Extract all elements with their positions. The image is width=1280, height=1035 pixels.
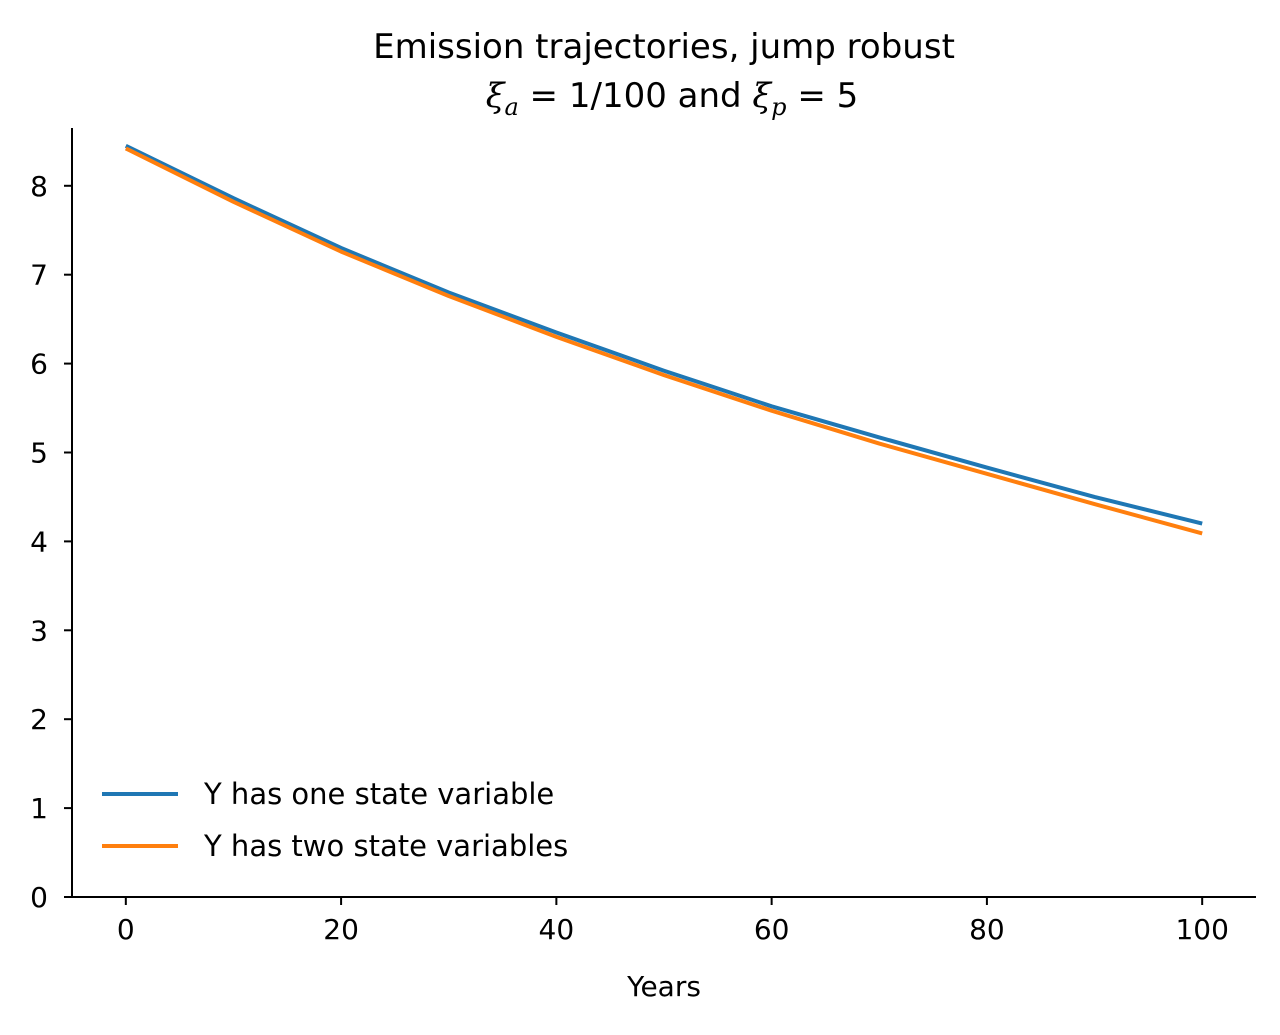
data-point — [1200, 522, 1204, 526]
data-point — [231, 200, 235, 204]
legend: Y has one state variable Y has two state … — [102, 777, 568, 863]
xi-p-symbol: ξ — [752, 76, 773, 116]
x-ticks: 0 20 40 60 80 100 — [117, 897, 1229, 946]
data-point — [770, 404, 774, 408]
legend-label-2: Y has two state variables — [203, 829, 568, 863]
data-point — [877, 442, 881, 446]
axes — [71, 128, 1256, 898]
data-point — [662, 373, 666, 377]
data-point — [770, 409, 774, 413]
y-tick-label: 3 — [30, 614, 48, 647]
legend-label-1: Y has one state variable — [203, 777, 554, 811]
data-point — [985, 472, 989, 476]
xi-a-subscript: a — [504, 93, 518, 121]
data-point — [662, 369, 666, 373]
x-tick-label: 40 — [539, 913, 575, 946]
x-tick-label: 60 — [754, 913, 790, 946]
y-tick-label: 4 — [30, 525, 48, 558]
x-tick-label: 100 — [1175, 913, 1228, 946]
data-point — [339, 250, 343, 254]
series-line-1 — [124, 144, 1203, 526]
y-tick-label: 7 — [30, 259, 48, 292]
data-point — [1093, 502, 1097, 506]
chart-title: Emission trajectories, jump robust — [373, 27, 955, 67]
y-ticks: 0 1 2 3 4 5 6 7 8 — [30, 170, 72, 914]
data-point — [877, 435, 881, 439]
x-axis-label: Years — [626, 970, 701, 1003]
data-point — [554, 335, 558, 339]
data-point — [554, 330, 558, 334]
xi-p-subscript: p — [771, 93, 786, 121]
chart-subtitle: ξa = 1/100 and ξp = 5 — [486, 76, 859, 121]
data-point — [1093, 495, 1097, 499]
x-tick-label: 80 — [969, 913, 1005, 946]
y-tick-label: 1 — [30, 792, 48, 825]
y-tick-label: 2 — [30, 703, 48, 736]
series-lines — [124, 144, 1204, 536]
y-tick-label: 6 — [30, 348, 48, 381]
y-tick-label: 0 — [30, 881, 48, 914]
xi-a-symbol: ξ — [486, 76, 507, 116]
x-tick-label: 0 — [117, 913, 135, 946]
data-point — [124, 146, 128, 150]
xi-a-value: = 1/100 and — [519, 76, 753, 116]
series-line-2 — [124, 146, 1203, 536]
xi-p-value: = 5 — [787, 76, 859, 116]
y-tick-label: 8 — [30, 170, 48, 203]
x-tick-label: 20 — [323, 913, 359, 946]
y-tick-label: 5 — [30, 436, 48, 469]
data-point — [1200, 531, 1204, 535]
data-point — [985, 466, 989, 470]
data-point — [447, 294, 451, 298]
chart-title-group: Emission trajectories, jump robust ξa = … — [373, 27, 955, 121]
